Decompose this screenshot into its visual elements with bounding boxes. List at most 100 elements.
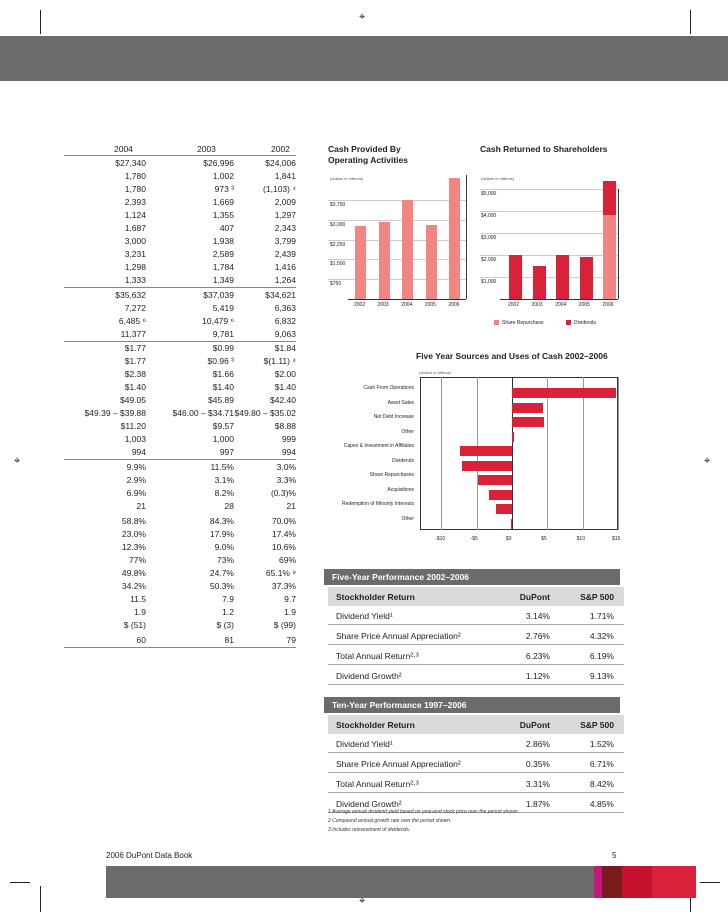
- divider: [64, 341, 296, 342]
- table-row: $1.40 $1.40 $1.40: [0, 382, 300, 394]
- table-row: $ (51) $ (3) $ (99): [0, 620, 300, 632]
- table-cell: 58.8%: [121, 516, 146, 526]
- table-cell: 79: [286, 635, 296, 645]
- gridline: [328, 279, 466, 281]
- table-cell: $42.40: [270, 395, 296, 405]
- table-row: Dividend Growth² 1.87% 4.85%: [328, 794, 624, 813]
- table-row: 1,298 1,784 1,416: [0, 262, 300, 274]
- table-cell: 84.3%: [209, 516, 234, 526]
- table-cell: 994: [281, 447, 296, 457]
- table-cell: 65.1% ⁹: [265, 568, 296, 578]
- table-row: 11,377 9,781 9,063: [0, 329, 300, 341]
- bar: [511, 388, 616, 398]
- table-cell: 1,264: [274, 275, 296, 285]
- table-cell: 2,393: [124, 197, 146, 207]
- header-label: Stockholder Return: [336, 720, 415, 730]
- table-cell: 2,343: [274, 223, 296, 233]
- divider: [64, 459, 296, 460]
- footnote: 1 Average annual dividend yield based on…: [328, 809, 519, 815]
- table-cell: 1,841: [274, 171, 296, 181]
- table-cell: 407: [219, 223, 234, 233]
- table-cell: 28: [224, 501, 234, 511]
- table-cell: 1,687: [124, 223, 146, 233]
- dupont-value: 6.23%: [525, 651, 550, 661]
- divider: [64, 155, 296, 156]
- x-tick-label: $10: [576, 536, 585, 542]
- gridline: [328, 239, 466, 241]
- table-cell: $49.39 – $39.88: [84, 408, 146, 418]
- table-cell: $37,039: [203, 290, 234, 300]
- table-cell: 1,297: [274, 210, 296, 220]
- header-dupont: DuPont: [519, 720, 550, 730]
- gridline: [480, 233, 618, 234]
- table-cell: (0.3)%: [270, 488, 296, 498]
- table-cell: $8.88: [274, 421, 296, 431]
- category-label: Dividends: [392, 457, 414, 464]
- chart-title: Cash Returned to Shareholders: [480, 144, 608, 154]
- table-row: 1,687 407 2,343: [0, 223, 300, 235]
- x-tick-label: -$5: [470, 536, 478, 542]
- x-tick-label: $0: [505, 536, 512, 542]
- gridline: [441, 377, 443, 530]
- table-cell: 973 ³: [214, 184, 234, 194]
- x-tick-label: 2004: [401, 302, 413, 308]
- table-row: 1,333 1,349 1,264: [0, 275, 300, 287]
- x-tick-label: 2006: [448, 302, 460, 308]
- y-tick-label: $1,000: [481, 279, 497, 285]
- year-header: 2002: [271, 144, 290, 154]
- bar: [511, 417, 545, 427]
- sp500-value: 9.13%: [589, 671, 614, 681]
- table-cell: 9.7: [284, 594, 296, 604]
- table-cell: 12.3%: [121, 542, 146, 552]
- table-cell: $1.66: [212, 369, 234, 379]
- gridline: [328, 219, 466, 221]
- table-row: $1.77 $0.99 $1.84: [0, 343, 300, 355]
- bar-dividends: [603, 181, 617, 216]
- row-label: Share Price Annual Appreciation²: [336, 631, 461, 641]
- dupont-value: 3.14%: [525, 611, 550, 621]
- table-cell: 17.9%: [209, 529, 234, 539]
- category-label: Capex & Investment in Affiliates: [343, 443, 414, 449]
- footer-accent-darkred: [602, 866, 622, 898]
- row-label: Total Annual Return²·³: [336, 779, 419, 789]
- category-label: Cash From Operations: [363, 385, 414, 391]
- table-cell: 1,002: [212, 171, 234, 181]
- year-header: 2004: [114, 144, 133, 154]
- table-cell: 3,000: [124, 236, 146, 246]
- category-label: Acquisitions: [387, 486, 414, 493]
- category-label: Other: [401, 428, 414, 435]
- row-label: Share Price Annual Appreciation²: [336, 759, 461, 769]
- table-cell: 8.2%: [214, 488, 234, 498]
- table-cell: $2.38: [124, 369, 146, 379]
- table-cell: 1,669: [212, 197, 234, 207]
- chart-subtitle: (dollars in millions): [481, 176, 515, 181]
- table-cell: $1.77: [124, 356, 146, 366]
- axis-line: [348, 299, 466, 300]
- crop-mark: [40, 886, 41, 912]
- gridline: [480, 211, 618, 212]
- table-row: Share Price Annual Appreciation² 2.76% 4.3…: [328, 626, 624, 645]
- registration-mark-icon: ⌖: [704, 455, 711, 467]
- row-label: Dividend Growth²: [336, 671, 402, 681]
- table-cell: 2.9%: [126, 475, 146, 485]
- x-tick-label: 2003: [377, 302, 389, 308]
- table-row: 7,272 5,419 6,363: [0, 303, 300, 315]
- table-row: 12.3% 9.0% 10.6%: [0, 542, 300, 554]
- table-cell: $49.80 – $35.02: [234, 408, 296, 418]
- table-row: 77% 73% 69%: [0, 555, 300, 567]
- table-cell: 3.0%: [276, 462, 296, 472]
- table-cell: 69%: [278, 555, 296, 565]
- table-cell: $2.00: [274, 369, 296, 379]
- y-tick-label: $3,000: [330, 221, 346, 228]
- registration-mark-icon: ⌖: [14, 455, 21, 467]
- table-cell: $24,006: [265, 158, 296, 168]
- table-cell: $35,632: [115, 290, 146, 300]
- x-tick-label: -$10: [435, 536, 446, 542]
- bar: [489, 489, 512, 500]
- x-tick-label: 2005: [424, 302, 436, 308]
- sp500-value: 4.32%: [589, 631, 614, 641]
- table-row: $35,632 $37,039 $34,621: [0, 290, 300, 302]
- gridline: [582, 377, 584, 530]
- table-row: 60 81 79: [0, 635, 300, 647]
- bar-dividends: [532, 266, 546, 299]
